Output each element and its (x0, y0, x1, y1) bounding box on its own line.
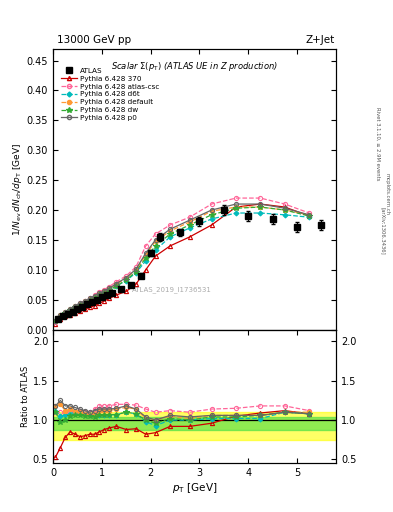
Text: Rivet 3.1.10, ≥ 2.9M events: Rivet 3.1.10, ≥ 2.9M events (376, 106, 380, 180)
Y-axis label: Ratio to ATLAS: Ratio to ATLAS (21, 366, 30, 427)
Text: [arXiv:1306.3436]: [arXiv:1306.3436] (380, 206, 385, 254)
Text: Z+Jet: Z+Jet (306, 34, 335, 45)
Text: 13000 GeV pp: 13000 GeV pp (57, 34, 131, 45)
Text: mcplots.cern.ch: mcplots.cern.ch (385, 174, 390, 216)
X-axis label: $p_\mathrm{T}$ [GeV]: $p_\mathrm{T}$ [GeV] (172, 481, 217, 495)
Text: ATLAS_2019_I1736531: ATLAS_2019_I1736531 (132, 286, 212, 293)
Legend: ATLAS, Pythia 6.428 370, Pythia 6.428 atlas-csc, Pythia 6.428 d6t, Pythia 6.428 : ATLAS, Pythia 6.428 370, Pythia 6.428 at… (59, 66, 160, 122)
Bar (53, 417, 336, 430)
Y-axis label: $1/N_\mathrm{ev}\, dN_\mathrm{ch}/dp_\mathrm{T}$ [GeV]: $1/N_\mathrm{ev}\, dN_\mathrm{ch}/dp_\ma… (11, 142, 24, 236)
Bar (53, 412, 336, 440)
Text: Scalar $\Sigma(p_\mathrm{T})$ (ATLAS UE in Z production): Scalar $\Sigma(p_\mathrm{T})$ (ATLAS UE … (111, 60, 278, 73)
